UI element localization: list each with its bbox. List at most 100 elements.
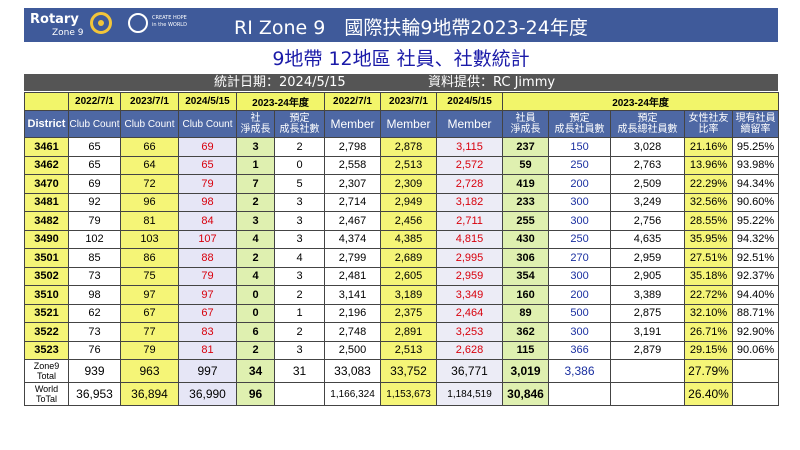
table-cell: 2,558: [324, 155, 382, 175]
table-row: 3522 73 77 83 6 2 2,748 2,891 3,253 362 300 3,191 26…: [24, 322, 780, 342]
table-cell: 5: [273, 174, 326, 194]
table-cell: 2,891: [380, 322, 438, 342]
table-cell: 22.72%: [684, 285, 734, 305]
table-row: 3462 65 64 65 1 0 2,558 2,513 2,572 59 250 2,763 13.…: [24, 155, 780, 175]
column-header: Member: [380, 110, 438, 138]
table-cell: 3,189: [380, 285, 438, 305]
zone-total-row: Zone9 Total 939 963 997 34 31 33,083 33,752 36,77…: [24, 359, 780, 383]
table-cell: 73: [68, 322, 121, 342]
table-cell: 237: [502, 137, 550, 157]
table-cell: 3: [273, 192, 326, 212]
table-cell: 85: [68, 248, 121, 268]
table-cell: 73: [68, 266, 121, 286]
table-cell: [273, 382, 326, 406]
table-cell: 95.22%: [732, 211, 780, 231]
table-cell: 3: [273, 211, 326, 231]
table-cell: 963: [120, 359, 179, 383]
table-cell: 4,385: [380, 229, 438, 249]
table-cell: 300: [548, 192, 612, 212]
table-cell: 92.37%: [732, 266, 780, 286]
table-cell: 997: [178, 359, 237, 383]
table-cell: 2,605: [380, 266, 438, 286]
table-cell: 2,509: [610, 174, 686, 194]
table-cell: 69: [68, 174, 121, 194]
district-cell: 3521: [24, 303, 69, 323]
table-cell: [732, 382, 780, 406]
column-header: 現有社員 續留率: [732, 110, 780, 138]
table-cell: 2: [236, 340, 275, 360]
table-cell: 95.25%: [732, 137, 780, 157]
table-cell: 97: [120, 285, 179, 305]
table-cell: 300: [548, 322, 612, 342]
year-header-row: 2022/7/1 2023/7/1 2024/5/15 2023-24年度 20…: [24, 92, 780, 111]
table-row: 3501 85 86 88 2 4 2,799 2,689 2,995 306 270 2,959 27…: [24, 248, 780, 268]
year-header-cell: 2023-24年度: [235, 92, 326, 111]
table-cell: 36,953: [68, 382, 121, 406]
table-cell: 93.98%: [732, 155, 780, 175]
table-row: 3481 92 96 98 2 3 2,714 2,949 3,182 233 300 3,249 32…: [24, 192, 780, 212]
year-header-cell: 2022/7/1: [68, 92, 121, 111]
table-cell: 2,309: [380, 174, 438, 194]
table-cell: 2,500: [324, 340, 382, 360]
table-cell: 3: [236, 137, 275, 157]
district-cell: 3523: [24, 340, 69, 360]
year-header-cell: 2023/7/1: [380, 92, 438, 111]
table-cell: 79: [178, 266, 237, 286]
table-cell: 67: [120, 303, 179, 323]
column-header: 社淨成長: [236, 110, 275, 138]
table-cell: 3: [236, 211, 275, 231]
table-cell: 32.56%: [684, 192, 734, 212]
district-cell: 3481: [24, 192, 69, 212]
table-cell: 33,752: [380, 359, 438, 383]
district-header: District: [24, 110, 69, 138]
table-cell: 354: [502, 266, 550, 286]
table-cell: 2: [273, 285, 326, 305]
table-cell: 3,182: [436, 192, 504, 212]
table-cell: 107: [178, 229, 237, 249]
table-cell: 89: [502, 303, 550, 323]
logo-zone-text: Zone 9: [52, 28, 84, 38]
table-cell: 92.90%: [732, 322, 780, 342]
table-cell: 0: [236, 303, 275, 323]
table-cell: 32.10%: [684, 303, 734, 323]
table-cell: 4,374: [324, 229, 382, 249]
table-cell: 88: [178, 248, 237, 268]
table-cell: 3,191: [610, 322, 686, 342]
table-cell: 2,748: [324, 322, 382, 342]
info-bar: 統計日期：2024/5/15 資料提供：RC Jimmy: [24, 74, 778, 91]
table-cell: 79: [68, 211, 121, 231]
table-cell: 2: [236, 192, 275, 212]
table-cell: 2,196: [324, 303, 382, 323]
table-cell: 96: [120, 192, 179, 212]
table-cell: 65: [178, 155, 237, 175]
table-cell: 92: [68, 192, 121, 212]
table-cell: 500: [548, 303, 612, 323]
table-cell: 3,386: [548, 359, 612, 383]
rotary-logo-text: Rotary: [30, 12, 79, 27]
table-cell: 72: [120, 174, 179, 194]
create-hope-icon: [128, 13, 148, 33]
table-cell: 29.15%: [684, 340, 734, 360]
table-cell: 2,763: [610, 155, 686, 175]
table-cell: 419: [502, 174, 550, 194]
table-cell: 26.40%: [684, 382, 734, 406]
table-cell: 77: [120, 322, 179, 342]
table-cell: 59: [502, 155, 550, 175]
table-cell: 97: [178, 285, 237, 305]
table-cell: 2,481: [324, 266, 382, 286]
table-cell: 2,905: [610, 266, 686, 286]
table-cell: 160: [502, 285, 550, 305]
table-cell: 270: [548, 248, 612, 268]
table-cell: 4: [236, 229, 275, 249]
table-cell: 27.79%: [684, 359, 734, 383]
table-cell: 2,798: [324, 137, 382, 157]
table-cell: 115: [502, 340, 550, 360]
table-cell: 81: [120, 211, 179, 231]
table-cell: 1: [236, 155, 275, 175]
district-cell: 3522: [24, 322, 69, 342]
table-cell: 86: [120, 248, 179, 268]
column-header: 預定 成長總社員數: [610, 110, 686, 138]
page-title: RI Zone 9 國際扶輪9地帶2023-24年度: [234, 17, 588, 39]
year-header-cell: [24, 92, 69, 111]
table-cell: 2,756: [610, 211, 686, 231]
